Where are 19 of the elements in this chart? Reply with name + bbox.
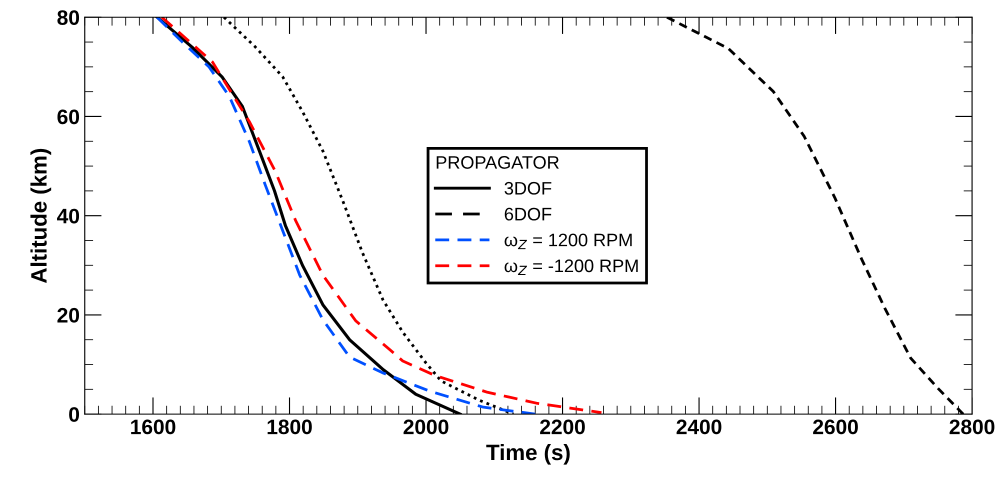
y-axis-title: Altitude (km) [30,148,52,284]
x-tick-label: 1600 [131,420,176,434]
legend-title: PROPAGATOR [436,156,559,169]
x-tick-label: 2200 [540,420,585,434]
y-tick-label: 40 [57,208,80,224]
legend-label: ω$_{Z}$ = 1200 RPM [504,234,632,250]
x-tick-label: 2400 [676,420,722,434]
y-tick-label: 60 [57,109,80,124]
legend-label: 6DOF [504,208,552,221]
x-axis-title: Time (s) [486,444,570,465]
x-tick-label: 2000 [404,420,448,434]
x-tick-label: 2600 [813,420,858,434]
y-tick-label: 80 [57,10,80,26]
legend-label: 3DOF [504,182,552,195]
x-tick-label: 2800 [950,420,994,434]
x-tick-label: 1800 [268,420,312,434]
legend-label: ω$_{Z}$ = -1200 RPM [504,259,638,276]
y-tick-label: 0 [69,407,80,422]
y-tick-label: 20 [57,308,80,323]
